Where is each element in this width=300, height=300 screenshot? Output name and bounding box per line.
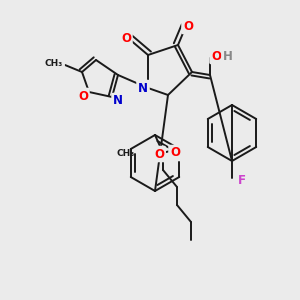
Text: F: F: [238, 173, 246, 187]
Text: H: H: [223, 50, 233, 62]
Text: N: N: [138, 82, 148, 94]
Text: N: N: [113, 94, 123, 107]
Text: O: O: [211, 50, 221, 62]
Text: O: O: [154, 148, 164, 160]
Text: O: O: [170, 146, 180, 160]
Text: CH₃: CH₃: [117, 149, 135, 158]
Text: O: O: [183, 20, 193, 32]
Text: CH₃: CH₃: [45, 58, 63, 68]
Text: O: O: [78, 89, 88, 103]
Text: O: O: [121, 32, 131, 44]
